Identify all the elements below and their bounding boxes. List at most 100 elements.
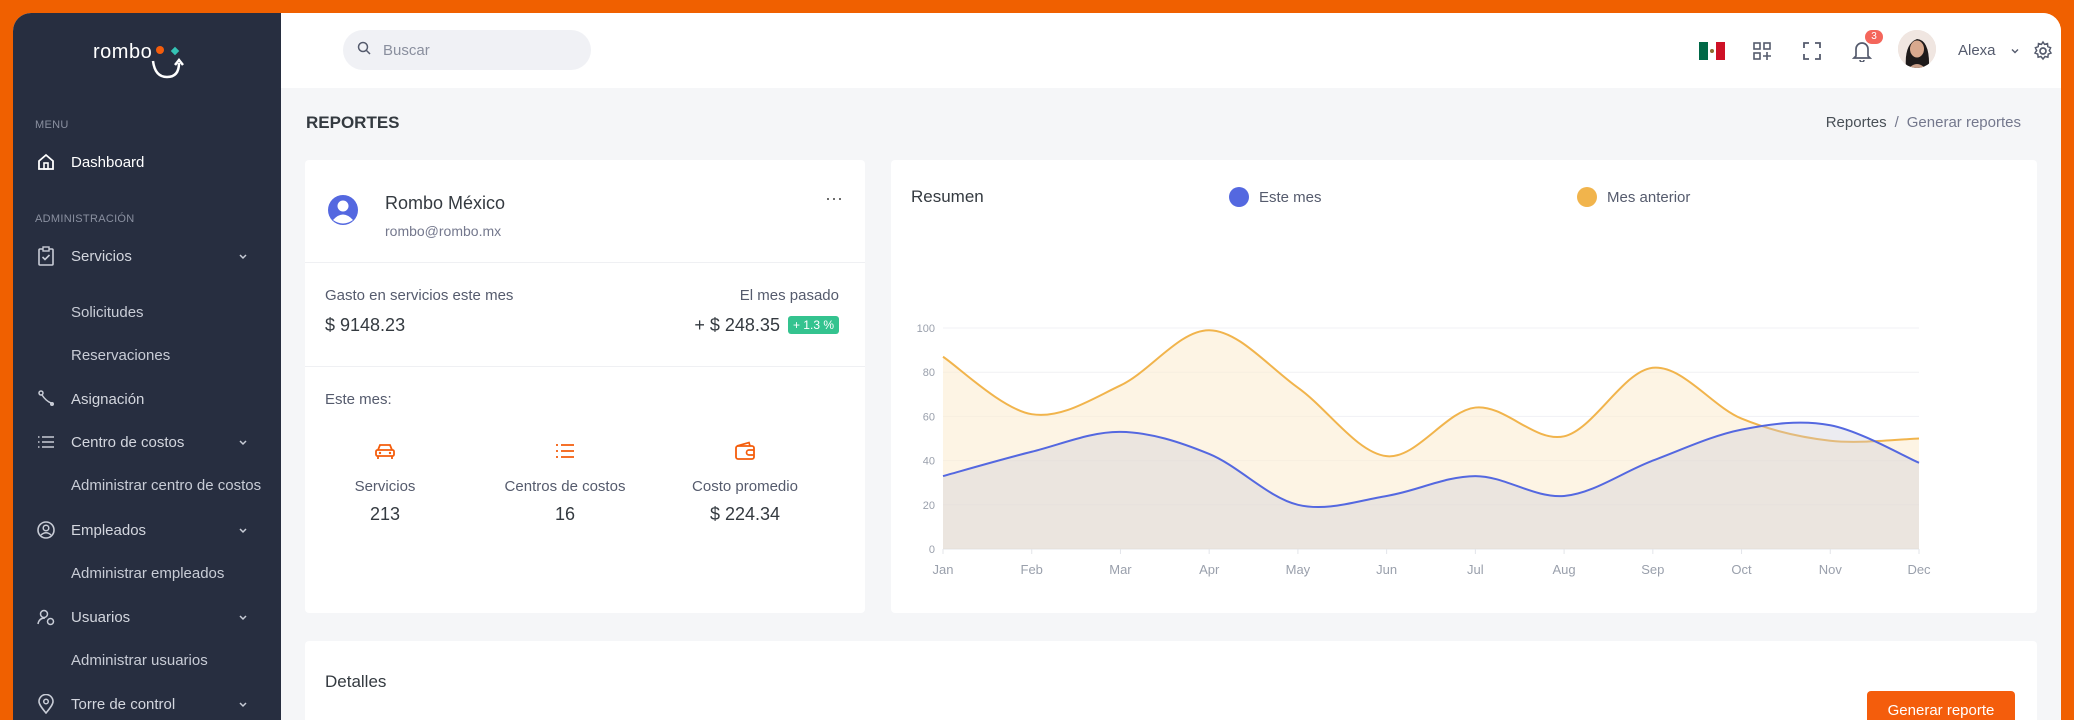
breadcrumb: Reportes / Generar reportes [1826, 114, 2021, 131]
logo-text: rombo [93, 41, 153, 63]
sidebar-item-usuarios[interactable]: Usuarios [35, 602, 271, 632]
x-tick-label: Aug [1553, 562, 1576, 577]
area-chart: 0 20 40 60 80 100 Jan Feb Mar Apr May Jun Jul Aug Sep O… [917, 323, 1931, 577]
notification-badge: 3 [1865, 30, 1883, 44]
details-title: Detalles [325, 672, 387, 691]
topbar: 3 Alexa [281, 13, 2061, 88]
x-tick-label: Mar [1109, 562, 1132, 577]
sidebar-subitem-admin-usuarios[interactable]: Administrar usuarios [71, 652, 208, 669]
y-tick-label: 100 [917, 323, 935, 335]
search-input[interactable] [383, 41, 573, 59]
wallet-icon [655, 438, 835, 464]
breadcrumb-parent[interactable]: Reportes [1825, 114, 1887, 131]
sidebar-item-centro-costos[interactable]: Centro de costos [35, 427, 271, 457]
user-circle-icon [327, 194, 359, 226]
chevron-down-icon[interactable] [2002, 38, 2028, 64]
sidebar-item-empleados[interactable]: Empleados [35, 515, 271, 545]
stat-label: Costo promedio [692, 478, 798, 495]
legend-item-mes-anterior[interactable]: Mes anterior [1577, 187, 1690, 207]
y-tick-label: 0 [929, 544, 935, 556]
divider [305, 262, 865, 263]
sidebar-item-label: Servicios [71, 247, 132, 265]
sidebar-item-label: Asignación [71, 390, 145, 408]
search-icon [357, 41, 371, 60]
apps-grid-icon[interactable] [1749, 38, 1775, 64]
stat-label: Centros de costos [504, 478, 626, 495]
breadcrumb-separator: / [1894, 114, 1899, 131]
user-name[interactable]: Alexa [1958, 42, 1996, 59]
x-tick-label: Sep [1641, 562, 1664, 577]
legend-label: Este mes [1259, 188, 1322, 206]
series-line-este-mes [942, 421, 1920, 509]
legend-item-este-mes[interactable]: Este mes [1229, 187, 1322, 207]
stat-costo-promedio: Costo promedio $ 224.34 [655, 438, 835, 525]
sidebar-item-label: Empleados [71, 521, 147, 539]
stat-servicios: Servicios 213 [295, 438, 475, 525]
y-tick-label: 40 [923, 456, 935, 468]
list-icon [35, 431, 57, 453]
admin-section-title: ADMINISTRACIÓN [35, 213, 135, 225]
x-tick-label: Jan [933, 562, 954, 577]
last-month-value-row: + $ 248.35 + 1.3 % [694, 315, 839, 336]
legend-swatch [1577, 187, 1597, 207]
y-tick-label: 20 [923, 500, 935, 512]
rombo-logo[interactable]: rombo [93, 31, 193, 87]
organization-email: rombo@rombo.mx [385, 223, 502, 239]
sidebar-subitem-reservaciones[interactable]: Reservaciones [71, 347, 171, 364]
mexico-flag-icon[interactable] [1699, 38, 1725, 64]
chart-title: Resumen [911, 187, 984, 206]
map-pin-icon [35, 693, 57, 715]
more-options-icon[interactable]: ··· [825, 188, 843, 208]
chevron-down-icon [237, 435, 249, 452]
app-frame: rombo MENU Dashboard ADMINISTRACIÓN Serv… [13, 13, 2061, 720]
stat-centros-costos: Centros de costos 16 [475, 438, 655, 525]
user-settings-icon [35, 606, 57, 628]
page-title: REPORTES [306, 113, 400, 132]
sidebar-subitem-solicitudes[interactable]: Solicitudes [71, 304, 144, 321]
generate-report-button[interactable]: Generar reporte [1867, 691, 2015, 720]
legend-label: Mes anterior [1607, 188, 1691, 206]
search-box[interactable] [343, 30, 591, 70]
organization-name: Rombo México [385, 193, 506, 213]
sidebar-item-servicios[interactable]: Servicios [35, 241, 271, 271]
notifications-bell-icon[interactable]: 3 [1849, 30, 1883, 64]
chevron-down-icon [237, 610, 249, 627]
stat-value: $ 224.34 [709, 504, 781, 524]
spend-value: $ 9148.23 [325, 315, 406, 335]
route-icon [35, 388, 57, 410]
list-icon [475, 438, 655, 464]
chevron-down-icon [237, 697, 249, 714]
divider [305, 366, 865, 367]
last-month-value: + $ 248.35 [694, 315, 780, 335]
stat-label: Servicios [354, 478, 416, 495]
clipboard-check-icon [35, 245, 57, 267]
account-summary-card: Rombo México rombo@rombo.mx ··· Gasto en… [305, 160, 865, 613]
stat-value: 16 [554, 504, 576, 524]
y-tick-label: 60 [923, 411, 935, 423]
stat-value: 213 [369, 504, 401, 524]
y-tick-label: 80 [923, 367, 935, 379]
x-tick-label: Feb [1021, 562, 1043, 577]
x-tick-label: Oct [1731, 562, 1752, 577]
sidebar-item-label: Usuarios [71, 608, 131, 626]
summary-chart-card: Resumen Este mes Mes anterior 0 20 40 60 80 1… [891, 160, 2037, 613]
x-tick-label: Jun [1376, 562, 1397, 577]
car-icon [295, 438, 475, 464]
details-card: Detalles Generar reporte [305, 641, 2037, 720]
gear-icon[interactable] [2030, 38, 2056, 64]
user-circle-icon [35, 519, 57, 541]
sidebar-item-dashboard[interactable]: Dashboard [35, 147, 271, 177]
avatar[interactable] [1898, 30, 1936, 68]
fullscreen-icon[interactable] [1799, 38, 1825, 64]
sidebar-item-torre-control[interactable]: Torre de control [35, 689, 271, 719]
sidebar-item-label: Torre de control [71, 695, 176, 713]
this-month-label: Este mes: [325, 391, 392, 408]
sidebar-item-asignacion[interactable]: Asignación [35, 384, 271, 414]
sidebar-subitem-admin-centro-costos[interactable]: Administrar centro de costos [71, 477, 262, 494]
menu-section-title: MENU [35, 119, 69, 131]
sidebar-subitem-admin-empleados[interactable]: Administrar empleados [71, 565, 225, 582]
series-line-mes-anterior [942, 329, 1920, 458]
x-tick-label: Dec [1907, 562, 1931, 577]
last-month-label: El mes pasado [739, 287, 839, 304]
x-tick-label: Jul [1467, 562, 1484, 577]
